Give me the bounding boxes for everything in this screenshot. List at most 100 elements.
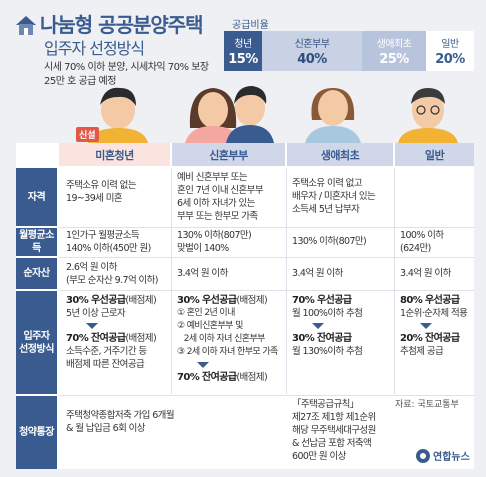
cell-text: & 월 납입금 6회 이상 bbox=[66, 423, 146, 434]
priority-supply-label: 80% 우선공급 bbox=[400, 295, 460, 306]
cell-text: 2세 이하 자녀 신혼부부 bbox=[177, 334, 266, 344]
row-header-subscription: 청약통장 bbox=[16, 396, 57, 469]
cell-text: 130% 이하(807만) bbox=[177, 230, 252, 241]
cell-note: (배점제) bbox=[125, 295, 157, 306]
ratio-name: 청년 bbox=[234, 39, 252, 50]
arrow-down-icon bbox=[420, 323, 432, 329]
ratio-bar: 청년 15% 신혼부부 40% 생애최초 25% 일반 20% bbox=[224, 31, 474, 71]
ratio-pct: 20% bbox=[435, 52, 465, 67]
divider bbox=[394, 168, 395, 394]
row-header-text: 선정방식 bbox=[19, 343, 54, 355]
row-header-qualification: 자격 bbox=[16, 168, 57, 226]
cell-text: 주택소유 이력 없는 bbox=[66, 180, 137, 191]
cell-text: ① 혼인 2년 이내 bbox=[177, 308, 235, 318]
cell-text: 배점제 따른 잔여공급 bbox=[66, 359, 145, 370]
priority-supply-label: 30% 우선공급 bbox=[177, 295, 237, 306]
arrow-down-icon bbox=[86, 323, 98, 329]
page-subtitle: 입주자 선정방식 bbox=[44, 39, 145, 58]
cell-text: 19~39세 미혼 bbox=[66, 193, 123, 204]
cell-text: 소득세 5년 납부자 bbox=[292, 204, 360, 215]
selection-newlywed: 30% 우선공급(배점제) ① 혼인 2년 이내 ② 예비신혼부부 및 2세 이… bbox=[177, 294, 285, 384]
people-illustration bbox=[88, 86, 458, 143]
logo-text: 연합뉴스 bbox=[433, 452, 470, 463]
logo-icon bbox=[416, 448, 430, 463]
woman-figure bbox=[185, 88, 241, 143]
cell-text: 배우자 / 미혼자녀 있는 bbox=[292, 191, 376, 202]
divider bbox=[59, 257, 474, 258]
income-youth: 1인가구 월평균소득 140% 이하(450만 원) bbox=[66, 229, 170, 255]
young-man-figure bbox=[88, 87, 148, 143]
cell-text: 3.4억 원 이하 bbox=[177, 268, 228, 279]
cell-text: 맞벌이 140% bbox=[177, 243, 229, 254]
cell-text: 해당 무주택세대구성원 bbox=[292, 425, 376, 436]
ratio-youth: 청년 15% bbox=[224, 31, 262, 71]
cell-text: 3.4억 원 이하 bbox=[400, 268, 451, 279]
cell-text: 1순위·순자체 적용 bbox=[400, 308, 468, 319]
description-line: 25만 호 공급 예정 bbox=[44, 76, 116, 87]
ratio-name: 신혼부부 bbox=[294, 39, 330, 50]
ratio-label: 공급비율 bbox=[232, 20, 269, 31]
assets-youth: 2.6억 원 이하 (부모 순자산 9.7억 이하) bbox=[66, 261, 170, 287]
divider bbox=[59, 227, 474, 228]
remaining-supply-label: 70% 잔여공급 bbox=[66, 333, 126, 344]
remaining-supply-label: 70% 잔여공급 bbox=[177, 372, 237, 383]
cell-note: (배점제) bbox=[125, 333, 157, 344]
cell-text: 1인가구 월평균소득 bbox=[66, 230, 140, 241]
cell-text: 부부 또는 한부모 가족 bbox=[177, 211, 258, 222]
new-badge: 신설 bbox=[76, 127, 99, 142]
cell-text: 130% 이하(807만) bbox=[292, 236, 367, 247]
cell-text: (부모 순자산 9.7억 이하) bbox=[66, 275, 159, 286]
income-newlywed: 130% 이하(807만) 맞벌이 140% bbox=[177, 229, 285, 255]
cell-text: 100% 이하 bbox=[400, 230, 444, 241]
ratio-name: 생애최초 bbox=[376, 39, 412, 50]
cell-note: (배점제) bbox=[236, 372, 268, 383]
qualification-youth: 주택소유 이력 없는 19~39세 미혼 bbox=[66, 179, 170, 205]
column-header-firsttime: 생애최초 bbox=[287, 143, 393, 166]
house-icon bbox=[16, 16, 36, 35]
qualification-newlywed: 예비 신혼부부 또는 혼인 7년 이내 신혼부부 6세 이하 자녀가 있는 부부… bbox=[177, 171, 285, 223]
column-header-youth: 미혼청년 bbox=[59, 143, 170, 166]
source-credit: 자료: 국토교통부 bbox=[395, 400, 459, 410]
criteria-table: 미혼청년 신혼부부 생애최초 일반 자격 주택소유 이력 없는 19~39세 미… bbox=[16, 143, 474, 469]
row-header-income: 월평균소득 bbox=[16, 228, 57, 256]
ratio-firsttime: 생애최초 25% bbox=[362, 31, 426, 71]
subscription-youth-newlywed: 주택청약종합저축 가입 6개월 & 월 납입금 6회 이상 bbox=[66, 409, 281, 435]
row-header-assets: 순자산 bbox=[16, 258, 57, 289]
cell-text: 월 100%이하 추첨 bbox=[292, 308, 363, 319]
divider bbox=[286, 168, 287, 394]
page-title: 나눔형 공공분양주택 bbox=[40, 13, 204, 37]
remaining-supply-label: 30% 잔여공급 bbox=[292, 333, 352, 344]
column-header-newlywed: 신혼부부 bbox=[172, 143, 285, 166]
cell-text: 주택청약종합저축 가입 6개월 bbox=[66, 410, 175, 421]
older-man-figure bbox=[398, 88, 458, 143]
cell-text: 예비 신혼부부 또는 bbox=[177, 172, 248, 183]
cell-note: (배점제) bbox=[236, 295, 268, 306]
row-header-text: 입주자 bbox=[23, 330, 50, 342]
priority-supply-label: 30% 우선공급 bbox=[66, 295, 126, 306]
ratio-name: 일반 bbox=[441, 39, 459, 50]
selection-youth: 30% 우선공급(배점제) 5년 이상 근로자 70% 잔여공급(배점제) 소득… bbox=[66, 294, 170, 371]
cell-text: ③ 2세 이하 자녀 한부모 가족 bbox=[177, 347, 278, 357]
cell-text: 혼인 7년 이내 신혼부부 bbox=[177, 185, 264, 196]
row-header-selection: 입주자 선정방식 bbox=[16, 291, 57, 394]
qualification-firsttime: 주택소유 이력 없고 배우자 / 미혼자녀 있는 소득세 5년 납부자 bbox=[292, 177, 393, 216]
remaining-supply-label: 20% 잔여공급 bbox=[400, 333, 460, 344]
cell-text: 5년 이상 근로자 bbox=[66, 308, 126, 319]
ratio-pct: 25% bbox=[379, 52, 409, 67]
selection-general: 80% 우선공급 1순위·순자체 적용 20% 잔여공급 추첨제 공급 bbox=[400, 294, 474, 358]
ratio-pct: 40% bbox=[297, 52, 327, 67]
assets-firsttime: 3.4억 원 이하 bbox=[292, 267, 393, 280]
cell-text: & 선납금 포함 저축액 bbox=[292, 438, 372, 449]
cell-text: 2.6억 원 이하 bbox=[66, 262, 117, 273]
cell-text: 600만 원 이상 bbox=[292, 451, 346, 462]
divider bbox=[171, 168, 172, 394]
divider bbox=[59, 395, 474, 396]
subscription-firsttime-general: 「주택공급규칙」 제27조 제1항 제1순위 해당 무주택세대구성원 & 선납금… bbox=[292, 398, 404, 463]
cell-text: 6세 이하 자녀가 있는 bbox=[177, 198, 255, 209]
cell-text: 월 130%이하 추첨 bbox=[292, 346, 363, 357]
ratio-pct: 15% bbox=[228, 52, 258, 67]
description-line: 시세 70% 이하 분양, 시세차익 70% 보장 bbox=[44, 62, 209, 73]
income-general: 100% 이하 (624만) bbox=[400, 229, 474, 255]
cell-text: 제27조 제1항 제1순위 bbox=[292, 412, 376, 423]
ratio-general: 일반 20% bbox=[426, 31, 474, 71]
